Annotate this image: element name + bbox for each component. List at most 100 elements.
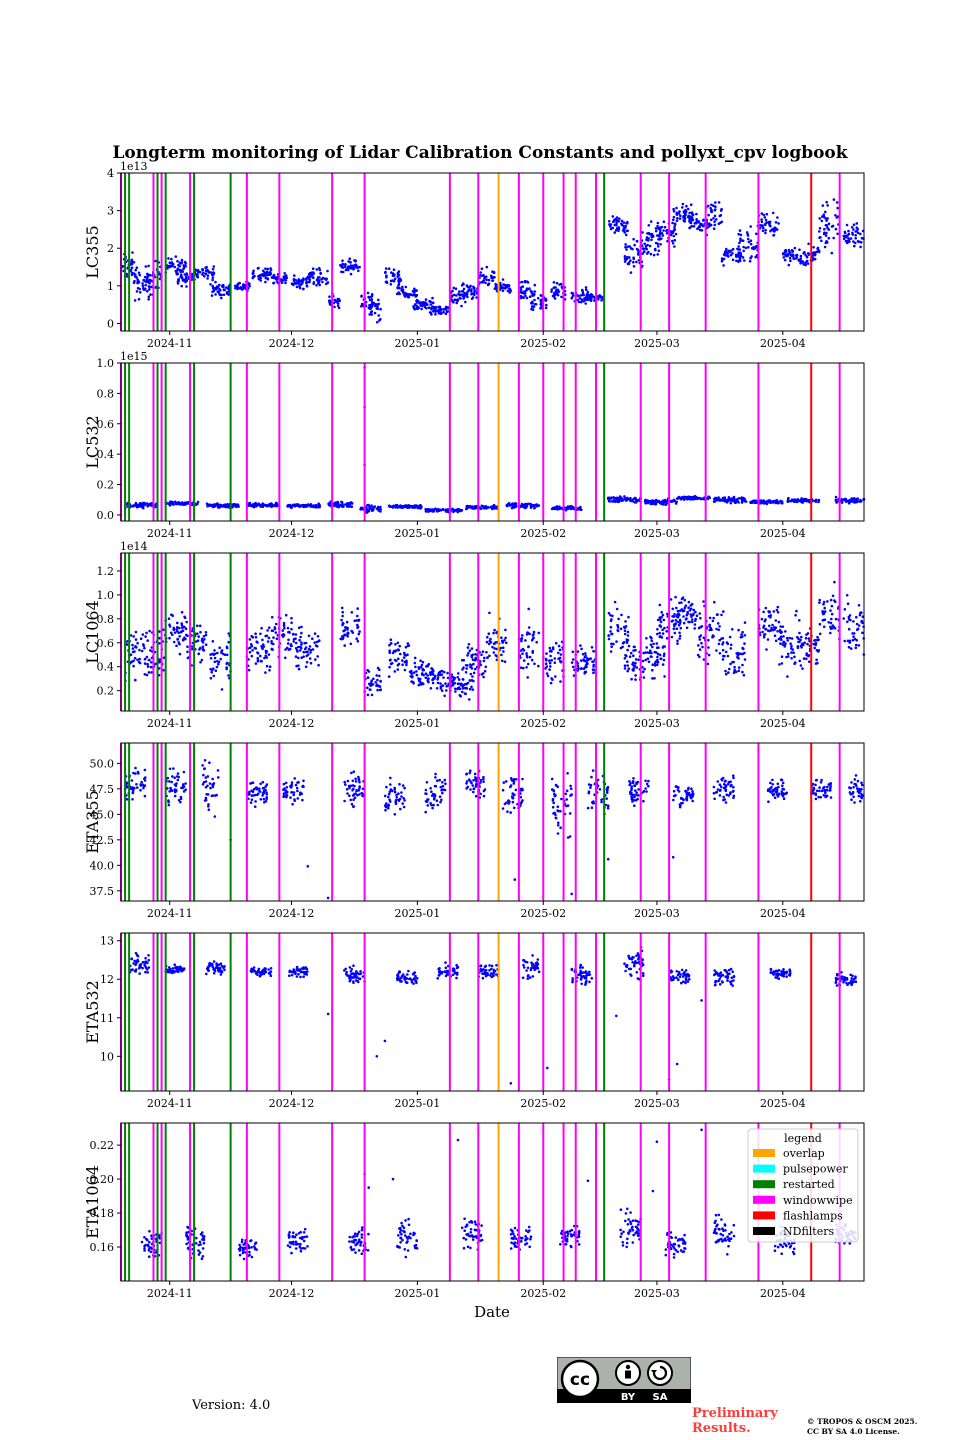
data-point xyxy=(712,616,715,620)
data-point xyxy=(659,230,662,234)
data-point xyxy=(636,248,640,252)
data-point xyxy=(623,664,627,667)
data-point xyxy=(370,693,374,697)
data-point xyxy=(500,659,504,663)
data-point xyxy=(168,265,172,269)
data-point xyxy=(626,660,629,663)
data-point xyxy=(343,644,347,647)
data-point xyxy=(657,249,661,253)
data-point xyxy=(499,281,502,285)
y-tick-label: 3 xyxy=(107,205,114,218)
data-point xyxy=(527,626,531,629)
x-tick-label: 2025-02 xyxy=(520,337,566,350)
data-point xyxy=(143,784,147,787)
data-point xyxy=(658,232,662,236)
data-point xyxy=(635,260,638,264)
data-point xyxy=(204,786,208,789)
data-point xyxy=(309,505,313,508)
data-point xyxy=(681,596,685,599)
data-point xyxy=(474,653,477,656)
data-point xyxy=(773,226,777,229)
data-point xyxy=(579,300,583,304)
data-point xyxy=(854,646,858,650)
data-point xyxy=(709,218,713,222)
data-point xyxy=(137,503,140,507)
data-point xyxy=(625,229,629,233)
data-point xyxy=(463,292,467,295)
data-point xyxy=(852,228,855,231)
data-point xyxy=(311,637,314,640)
data-point xyxy=(341,610,345,614)
data-point xyxy=(134,645,137,649)
data-point xyxy=(175,782,178,785)
data-point xyxy=(552,507,556,511)
data-point xyxy=(264,671,267,674)
data-point xyxy=(649,252,653,256)
data-point xyxy=(840,498,843,501)
data-point xyxy=(408,670,412,674)
data-point xyxy=(502,283,505,286)
data-point xyxy=(772,233,776,237)
data-point xyxy=(404,285,408,289)
data-point xyxy=(355,637,359,640)
data-point xyxy=(682,621,686,625)
data-point xyxy=(485,278,488,282)
data-point xyxy=(675,219,679,223)
data-point xyxy=(406,653,409,656)
data-point xyxy=(589,293,593,296)
data-point xyxy=(719,209,723,212)
data-point xyxy=(355,789,358,793)
data-point xyxy=(261,794,264,797)
data-point xyxy=(211,267,215,271)
data-point xyxy=(420,307,423,311)
data-point xyxy=(212,265,216,268)
data-point xyxy=(372,506,375,510)
data-point xyxy=(818,632,822,636)
data-point xyxy=(798,631,801,635)
data-point xyxy=(825,240,828,243)
data-point xyxy=(717,628,721,632)
data-point xyxy=(656,221,660,225)
data-point xyxy=(690,224,694,228)
data-point xyxy=(677,624,681,627)
data-point xyxy=(305,660,309,664)
data-point xyxy=(713,223,717,227)
data-point xyxy=(349,272,353,276)
data-point xyxy=(284,648,287,651)
data-point xyxy=(357,619,360,622)
data-point xyxy=(234,284,237,288)
data-point xyxy=(312,271,315,274)
data-point xyxy=(147,298,150,301)
data-point xyxy=(714,205,717,208)
panel-eta355: 2024-11 2024-12 2025-01 2025-02 2025-03 2025-… xyxy=(83,742,865,920)
data-point xyxy=(670,231,674,235)
data-point xyxy=(289,785,292,788)
data-point xyxy=(218,646,221,649)
data-point xyxy=(590,646,594,649)
data-point xyxy=(737,628,740,632)
data-point xyxy=(312,276,315,280)
data-point xyxy=(526,502,530,506)
data-point xyxy=(438,307,442,310)
data-point xyxy=(789,259,792,263)
data-point xyxy=(504,636,507,640)
data-point xyxy=(790,637,794,640)
data-point xyxy=(296,781,299,784)
data-point xyxy=(857,644,861,647)
data-point xyxy=(264,267,267,271)
data-point xyxy=(566,506,570,510)
data-point xyxy=(695,212,698,216)
data-point xyxy=(484,281,487,285)
data-point xyxy=(697,644,700,647)
data-point xyxy=(125,798,129,801)
data-point xyxy=(519,288,523,292)
data-point xyxy=(805,498,808,501)
data-point xyxy=(247,668,251,672)
data-point xyxy=(366,676,370,679)
data-point xyxy=(659,657,663,660)
data-point xyxy=(833,627,837,630)
data-point xyxy=(671,619,674,622)
data-point xyxy=(740,501,744,504)
data-point xyxy=(266,277,270,280)
data-point xyxy=(540,303,543,306)
